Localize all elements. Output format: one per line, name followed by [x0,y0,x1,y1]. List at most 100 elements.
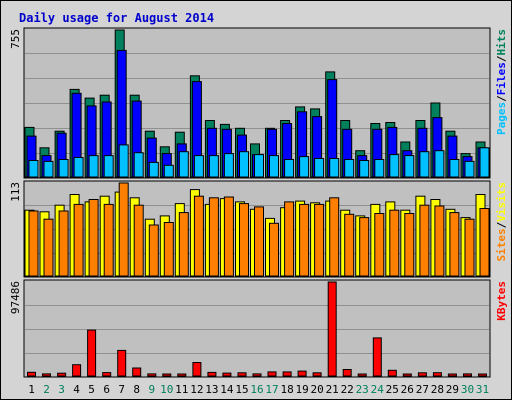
bar-kbytes-15 [237,372,247,377]
bar-kbytes-5 [87,329,97,377]
chart-title: Daily usage for August 2014 [19,11,214,25]
bar-sites-22 [344,213,355,277]
bar-sites-31 [479,208,490,277]
bar-kbytes-12 [192,362,202,377]
bar-kbytes-9 [147,373,157,377]
bar-pages-26 [404,155,415,178]
day-label-6: 6 [103,383,110,396]
legend-entry: Pages [495,102,508,135]
bar-kbytes-14 [222,372,232,377]
plot-area [23,279,491,378]
bar-kbytes-17 [267,371,277,377]
bar-kbytes-11 [177,373,187,377]
day-label-5: 5 [88,383,95,396]
bar-pages-12 [193,155,204,178]
bar-kbytes-6 [102,372,112,377]
bar-sites-13 [208,197,219,277]
day-label-7: 7 [118,383,125,396]
day-label-22: 22 [341,383,354,396]
day-label-10: 10 [160,383,173,396]
bar-kbytes-28 [432,372,442,377]
day-label-15: 15 [235,383,248,396]
bar-sites-29 [449,212,460,277]
legend-entry: KBytes [495,281,508,321]
day-label-26: 26 [401,383,414,396]
bar-sites-7 [118,182,129,277]
bar-kbytes-8 [132,367,142,377]
bar-kbytes-19 [297,370,307,377]
bar-sites-24 [374,213,385,277]
bar-pages-23 [359,160,370,178]
bar-kbytes-26 [402,373,412,377]
legend-entry: Visits [495,182,508,222]
day-label-14: 14 [220,383,234,396]
bar-pages-13 [208,155,219,178]
bar-kbytes-2 [42,373,51,377]
day-label-28: 28 [431,383,444,396]
bar-sites-23 [359,217,370,277]
y-max-label: 97486 [9,281,22,314]
day-label-2: 2 [43,383,50,396]
bar-sites-5 [88,199,99,277]
day-label-29: 29 [446,383,459,396]
bar-sites-10 [163,222,174,277]
bar-sites-14 [223,196,234,277]
bar-sites-28 [434,205,445,277]
bar-pages-9 [148,161,159,178]
day-label-19: 19 [295,383,308,396]
y-max-label: 755 [9,29,22,49]
day-label-12: 12 [190,383,203,396]
bar-kbytes-16 [252,373,262,377]
bar-kbytes-4 [72,364,82,377]
day-label-27: 27 [416,383,429,396]
bar-pages-30 [464,160,475,178]
day-label-31: 31 [476,383,489,396]
day-label-17: 17 [265,383,278,396]
bar-pages-4 [73,157,84,178]
bar-kbytes-23 [357,373,367,377]
bar-sites-9 [148,224,159,277]
bar-pages-8 [133,152,144,178]
bar-pages-31 [479,147,490,178]
bar-sites-1 [28,210,39,277]
bar-sites-17 [269,222,279,277]
bar-sites-26 [404,213,415,277]
bar-kbytes-18 [282,371,292,377]
day-label-3: 3 [58,383,65,396]
bar-pages-19 [299,156,310,178]
bar-sites-12 [193,195,204,277]
legend-entry: / [495,95,508,102]
day-label-24: 24 [371,383,385,396]
bar-sites-4 [73,203,84,277]
bar-kbytes-20 [312,372,322,377]
day-label-18: 18 [280,383,293,396]
bar-pages-24 [374,159,385,178]
day-label-23: 23 [356,383,369,396]
bar-pages-18 [284,159,295,178]
bar-pages-22 [344,159,355,178]
bar-pages-28 [434,150,445,178]
bar-sites-21 [329,197,340,277]
series-pages [28,144,490,178]
legend: KBytes [495,281,508,321]
bar-kbytes-3 [57,372,67,377]
bar-pages-3 [58,159,69,178]
bar-sites-25 [389,209,400,277]
bar-pages-25 [389,154,400,178]
bar-sites-27 [419,204,430,277]
legend-entry: Sites [495,228,508,261]
bar-sites-3 [58,210,69,277]
series-kbytes [27,281,487,377]
bar-sites-20 [314,203,325,277]
bar-sites-2 [43,218,54,277]
day-label-30: 30 [461,383,474,396]
bar-sites-15 [239,203,249,277]
bar-kbytes-24 [372,337,382,377]
day-label-20: 20 [310,383,323,396]
bar-pages-16 [254,154,264,178]
bar-pages-11 [178,151,189,178]
bar-kbytes-25 [387,369,397,377]
bar-sites-18 [284,201,295,277]
